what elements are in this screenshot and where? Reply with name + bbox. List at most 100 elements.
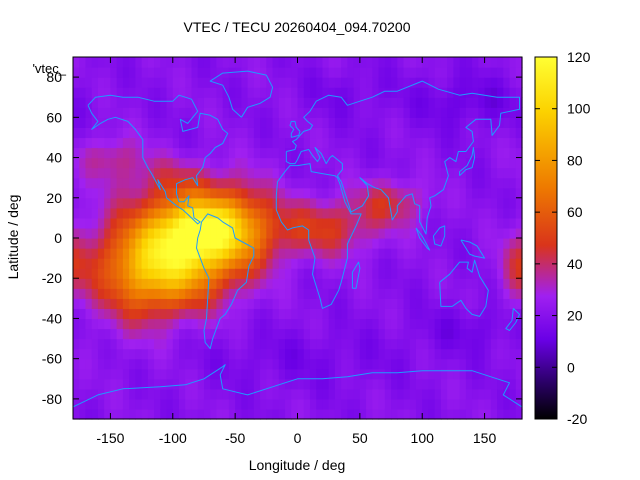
heatmap-cell bbox=[353, 338, 361, 350]
heatmap-cell bbox=[328, 97, 336, 108]
heatmap-cell bbox=[235, 378, 242, 390]
heatmap-cell bbox=[391, 187, 398, 199]
heatmap-cell bbox=[297, 248, 305, 259]
heatmap-cell bbox=[97, 378, 105, 390]
heatmap-cell bbox=[372, 408, 380, 420]
heatmap-cell bbox=[73, 57, 80, 68]
heatmap-cell bbox=[334, 207, 342, 219]
heatmap-cell bbox=[291, 137, 299, 149]
heatmap-cell bbox=[222, 388, 230, 400]
heatmap-cell bbox=[303, 348, 311, 360]
heatmap-cell bbox=[235, 207, 242, 219]
heatmap-cell bbox=[241, 67, 249, 78]
heatmap-cell bbox=[197, 107, 205, 118]
heatmap-cell bbox=[247, 338, 255, 350]
heatmap-cell bbox=[372, 187, 380, 199]
heatmap-cell bbox=[428, 107, 436, 118]
heatmap-cell bbox=[160, 87, 168, 98]
heatmap-cell bbox=[79, 288, 87, 299]
heatmap-cell bbox=[85, 388, 93, 400]
heatmap-cell bbox=[434, 157, 442, 169]
heatmap-cell bbox=[353, 87, 361, 98]
heatmap-cell bbox=[129, 157, 136, 169]
heatmap-cell bbox=[447, 97, 455, 108]
heatmap-cell bbox=[141, 268, 149, 279]
heatmap-cell bbox=[378, 338, 386, 350]
heatmap-cell bbox=[465, 67, 473, 78]
heatmap-cell bbox=[434, 318, 442, 330]
heatmap-cell bbox=[497, 328, 504, 340]
heatmap-cell bbox=[303, 268, 311, 279]
heatmap-cell bbox=[303, 167, 311, 179]
heatmap-cell bbox=[291, 288, 299, 299]
heatmap-cell bbox=[334, 117, 342, 128]
heatmap-cell bbox=[403, 57, 411, 68]
heatmap-cell bbox=[490, 197, 498, 209]
heatmap-cell bbox=[465, 278, 473, 289]
heatmap-cell bbox=[129, 187, 136, 199]
heatmap-cell bbox=[397, 398, 405, 410]
heatmap-cell bbox=[453, 177, 461, 189]
heatmap-cell bbox=[415, 197, 423, 209]
heatmap-cell bbox=[297, 408, 305, 420]
heatmap-cell bbox=[222, 177, 230, 189]
heatmap-cell bbox=[347, 147, 355, 159]
heatmap-cell bbox=[484, 197, 492, 209]
heatmap-cell bbox=[135, 258, 143, 269]
heatmap-cell bbox=[241, 137, 249, 149]
heatmap-cell bbox=[422, 258, 430, 269]
heatmap-cell bbox=[309, 288, 317, 299]
heatmap-cell bbox=[515, 167, 523, 179]
heatmap-cell bbox=[447, 368, 455, 380]
heatmap-cell bbox=[453, 107, 461, 118]
heatmap-cell bbox=[272, 227, 280, 239]
heatmap-cell bbox=[503, 217, 511, 229]
heatmap-cell bbox=[328, 238, 336, 249]
heatmap-cell bbox=[253, 217, 261, 229]
heatmap-cell bbox=[154, 238, 161, 249]
heatmap-cell bbox=[497, 167, 504, 179]
heatmap-cell bbox=[247, 197, 255, 209]
heatmap-cell bbox=[291, 107, 299, 118]
heatmap-cell bbox=[210, 227, 218, 239]
heatmap-cell bbox=[453, 358, 461, 370]
heatmap-cell bbox=[459, 398, 467, 410]
heatmap-cell bbox=[154, 217, 161, 229]
heatmap-cell bbox=[440, 117, 448, 128]
heatmap-cell bbox=[222, 137, 230, 149]
heatmap-cell bbox=[160, 107, 168, 118]
heatmap-cell bbox=[154, 87, 161, 98]
heatmap-cell bbox=[440, 127, 448, 139]
heatmap-cell bbox=[334, 338, 342, 350]
heatmap-cell bbox=[91, 348, 99, 360]
heatmap-cell bbox=[260, 87, 267, 98]
heatmap-cell bbox=[397, 117, 405, 128]
heatmap-cell bbox=[397, 348, 405, 360]
heatmap-cell bbox=[260, 207, 267, 219]
heatmap-cell bbox=[328, 167, 336, 179]
heatmap-cell bbox=[222, 258, 230, 269]
heatmap-cell bbox=[179, 248, 186, 259]
heatmap-cell bbox=[116, 127, 124, 139]
heatmap-cell bbox=[91, 227, 99, 239]
heatmap-cell bbox=[428, 177, 436, 189]
heatmap-cell bbox=[403, 127, 411, 139]
heatmap-cell bbox=[160, 378, 168, 390]
heatmap-cell bbox=[503, 177, 511, 189]
heatmap-cell bbox=[285, 117, 292, 128]
heatmap-cell bbox=[272, 298, 280, 309]
heatmap-cell bbox=[309, 117, 317, 128]
heatmap-cell bbox=[110, 288, 118, 299]
heatmap-cell bbox=[278, 147, 286, 159]
heatmap-cell bbox=[228, 358, 236, 370]
heatmap-cell bbox=[197, 227, 205, 239]
heatmap-cell bbox=[503, 167, 511, 179]
heatmap-cell bbox=[453, 378, 461, 390]
heatmap-cell bbox=[378, 308, 386, 320]
heatmap-cell bbox=[122, 147, 130, 159]
heatmap-cell bbox=[85, 127, 93, 139]
heatmap-cell bbox=[272, 157, 280, 169]
heatmap-cell bbox=[85, 288, 93, 299]
heatmap-cell bbox=[453, 217, 461, 229]
heatmap-cell bbox=[110, 378, 118, 390]
